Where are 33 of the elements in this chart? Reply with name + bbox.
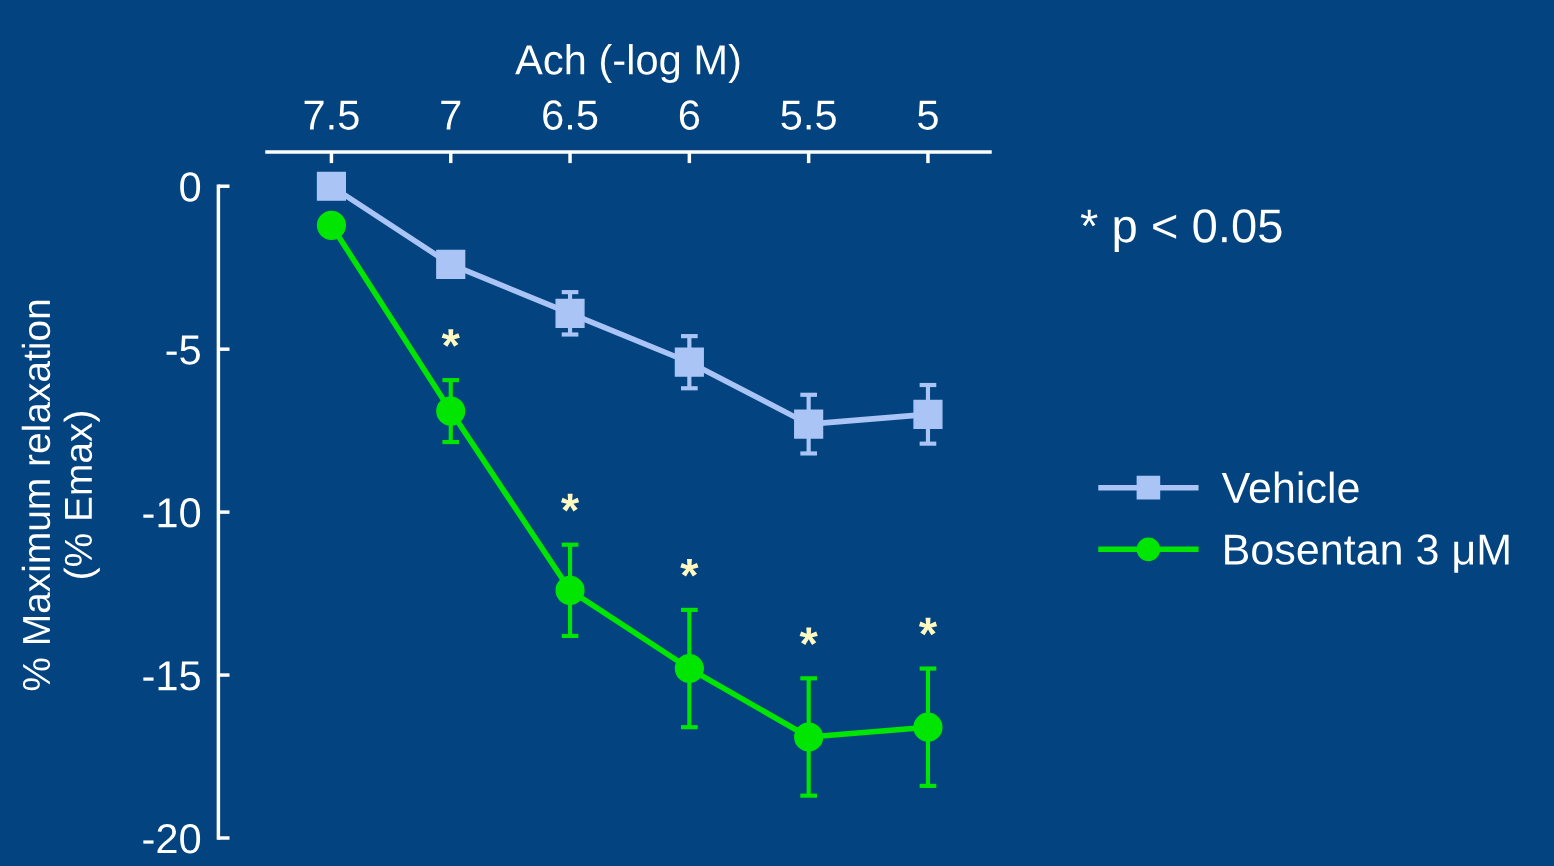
y-tick-label: -5 (166, 335, 200, 365)
x-tick-label: 5.5 (781, 100, 836, 130)
point (555, 298, 585, 328)
annotation: * (918, 617, 938, 636)
y-tick-label: 0 (180, 172, 201, 202)
x-axis-title: Ach (-log M) (515, 44, 740, 83)
point (674, 653, 704, 684)
annotation: * (799, 627, 818, 646)
y-axis-title: % Maximum relaxation (% Emax) (21, 300, 100, 691)
point (794, 409, 824, 439)
annotation: * (441, 329, 460, 347)
point (913, 712, 943, 742)
y-tick-label: -10 (143, 498, 201, 528)
point (674, 347, 704, 377)
legend-label: Bosentan 3 μM (1225, 534, 1509, 573)
y-tick-label: -20 (143, 824, 201, 854)
point (316, 171, 347, 201)
x-tick-label: 6 (679, 100, 700, 130)
point (794, 722, 824, 752)
point (436, 396, 466, 426)
text: * p < 0.05 (1080, 209, 1282, 253)
annotation: * (560, 493, 580, 512)
x-tick-label: 7 (441, 100, 461, 130)
legend-label: Vehicle (1221, 471, 1359, 504)
point (436, 249, 466, 280)
point (316, 210, 347, 240)
x-tick-label: 6.5 (543, 100, 598, 130)
x-tick-label: 5 (918, 100, 938, 130)
y-tick-label: -15 (143, 661, 200, 691)
x-tick-label: 7.5 (304, 100, 359, 130)
point (555, 575, 585, 605)
point (913, 399, 943, 429)
annotation: * (680, 559, 699, 577)
